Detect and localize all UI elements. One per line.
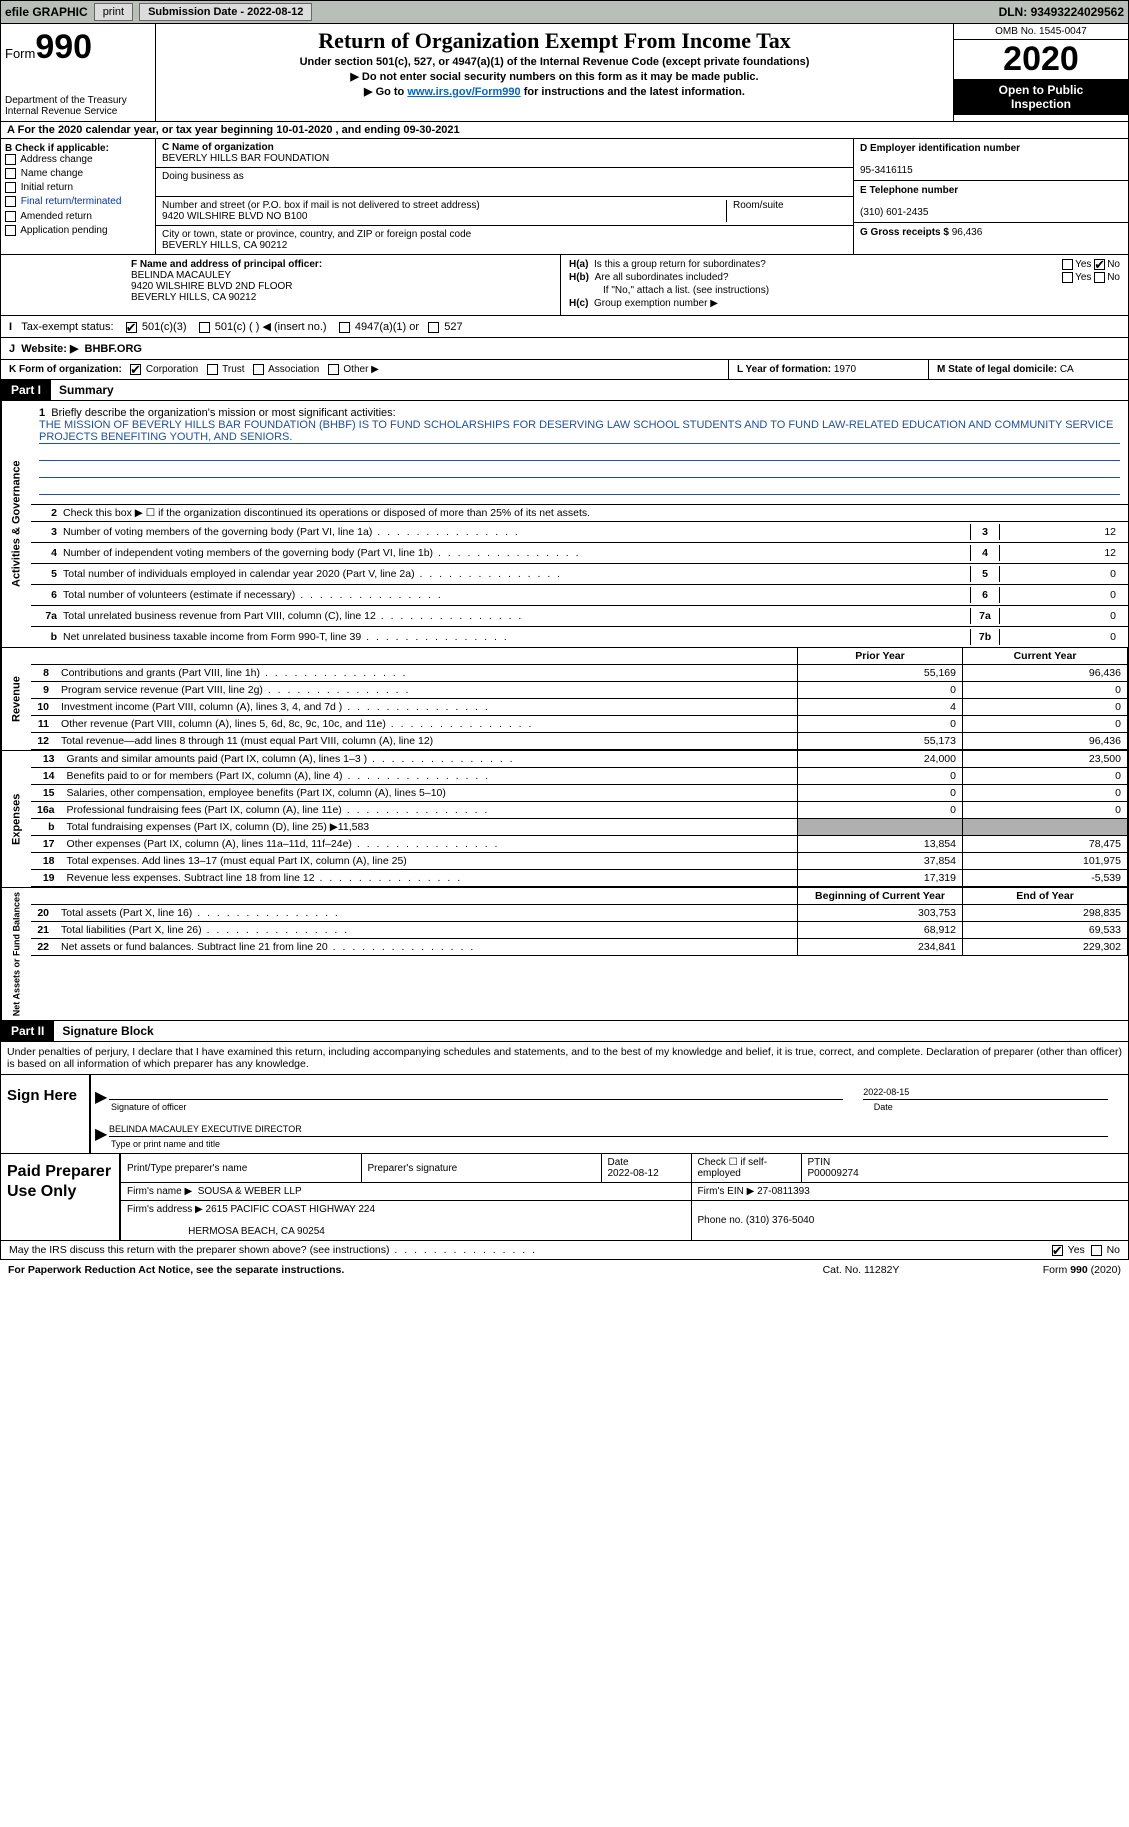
form-title: Return of Organization Exempt From Incom…	[164, 28, 945, 54]
line-a-tax-year: A For the 2020 calendar year, or tax yea…	[0, 122, 1129, 139]
efile-label: efile GRAPHIC	[5, 5, 88, 19]
expenses-table: 13Grants and similar amounts paid (Part …	[31, 751, 1128, 887]
form-number: Form990	[5, 28, 151, 67]
line-4: 4Number of independent voting members of…	[31, 543, 1128, 564]
chk-discuss-no[interactable]	[1091, 1245, 1102, 1256]
ein-row: D Employer identification number 95-3416…	[854, 139, 1128, 181]
chk-527[interactable]	[428, 322, 439, 333]
principal-officer: F Name and address of principal officer:…	[1, 255, 561, 315]
telephone-row: E Telephone number (310) 601-2435	[854, 181, 1128, 223]
name-title-field: ▶ BELINDA MACAULEY EXECUTIVE DIRECTOR	[109, 1124, 1108, 1137]
signature-date-field: 2022-08-15	[863, 1087, 1108, 1100]
mission-box: 1 Briefly describe the organization's mi…	[31, 401, 1128, 505]
chk-501c3[interactable]	[126, 322, 137, 333]
col-b-checkboxes: B Check if applicable: Address change Na…	[1, 139, 156, 254]
perjury-declaration: Under penalties of perjury, I declare th…	[0, 1042, 1129, 1075]
part-2-header: Part II Signature Block	[0, 1021, 1129, 1042]
chk-name-change[interactable]	[5, 168, 16, 179]
chk-501c[interactable]	[199, 322, 210, 333]
chk-address-change[interactable]	[5, 154, 16, 165]
vtab-net-assets: Net Assets or Fund Balances	[1, 888, 31, 1020]
part-1-header: Part I Summary	[0, 380, 1129, 401]
address-row: Number and street (or P.O. box if mail i…	[156, 197, 853, 226]
revenue-block: Revenue Prior YearCurrent Year 8Contribu…	[0, 648, 1129, 751]
line-7b: bNet unrelated business taxable income f…	[31, 627, 1128, 647]
paid-preparer-block: Paid Preparer Use Only Print/Type prepar…	[0, 1154, 1129, 1241]
vtab-expenses: Expenses	[1, 751, 31, 887]
net-assets-block: Net Assets or Fund Balances Beginning of…	[0, 888, 1129, 1021]
chk-assoc[interactable]	[253, 364, 264, 375]
chk-other[interactable]	[328, 364, 339, 375]
line-2: 2Check this box ▶ ☐ if the organization …	[31, 505, 1128, 522]
submission-date-box: Submission Date - 2022-08-12	[139, 3, 312, 21]
chk-discuss-yes[interactable]	[1052, 1245, 1063, 1256]
org-name-row: C Name of organization BEVERLY HILLS BAR…	[156, 139, 853, 168]
chk-initial-return[interactable]	[5, 182, 16, 193]
dept-label: Department of the Treasury	[5, 95, 151, 106]
officer-signature-field[interactable]: ▶	[109, 1087, 843, 1100]
arrow-icon: ▶	[95, 1124, 107, 1144]
chk-4947[interactable]	[339, 322, 350, 333]
form-subtitle-1: Under section 501(c), 527, or 4947(a)(1)…	[164, 56, 945, 68]
gross-receipts-row: G Gross receipts $ 96,436	[854, 223, 1128, 242]
line-5: 5Total number of individuals employed in…	[31, 564, 1128, 585]
print-button[interactable]: print	[94, 3, 133, 21]
vtab-revenue: Revenue	[1, 648, 31, 750]
page-footer: For Paperwork Reduction Act Notice, see …	[0, 1260, 1129, 1280]
vtab-governance: Activities & Governance	[1, 401, 31, 647]
expenses-block: Expenses 13Grants and similar amounts pa…	[0, 751, 1129, 888]
city-row: City or town, state or province, country…	[156, 226, 853, 254]
dln-box: DLN: 93493224029562	[999, 5, 1124, 19]
form-subtitle-3: ▶ Go to www.irs.gov/Form990 for instruct…	[164, 85, 945, 98]
paid-preparer-table: Print/Type preparer's name Preparer's si…	[121, 1154, 1128, 1240]
chk-amended[interactable]	[5, 211, 16, 222]
dba-row: Doing business as	[156, 168, 853, 197]
chk-application-pending[interactable]	[5, 225, 16, 236]
chk-hb-yes[interactable]	[1062, 272, 1073, 283]
row-k-l-m: K Form of organization: Corporation Trus…	[0, 360, 1129, 380]
line-6: 6Total number of volunteers (estimate if…	[31, 585, 1128, 606]
section-b-to-g: B Check if applicable: Address change Na…	[0, 139, 1129, 255]
chk-ha-yes[interactable]	[1062, 259, 1073, 270]
revenue-table: Prior YearCurrent Year 8Contributions an…	[31, 648, 1128, 750]
line-3: 3Number of voting members of the governi…	[31, 522, 1128, 543]
chk-final-return[interactable]	[5, 196, 16, 207]
activities-governance-block: Activities & Governance 1 Briefly descri…	[0, 401, 1129, 648]
form-header: Form990 Department of the Treasury Inter…	[0, 24, 1129, 122]
section-f-h: F Name and address of principal officer:…	[0, 255, 1129, 316]
chk-corp[interactable]	[130, 364, 141, 375]
chk-trust[interactable]	[207, 364, 218, 375]
mission-text: THE MISSION OF BEVERLY HILLS BAR FOUNDAT…	[39, 419, 1120, 444]
group-return-section: H(a) Is this a group return for subordin…	[561, 255, 1128, 315]
chk-hb-no[interactable]	[1094, 272, 1105, 283]
arrow-icon: ▶	[95, 1087, 107, 1107]
omb-number: OMB No. 1545-0047	[954, 24, 1128, 40]
tax-year: 2020	[954, 40, 1128, 79]
row-j-website: J Website: ▶ BHBF.ORG	[0, 338, 1129, 360]
irs-link[interactable]: www.irs.gov/Form990	[407, 86, 520, 98]
irs-discuss-line: May the IRS discuss this return with the…	[0, 1241, 1129, 1260]
net-assets-table: Beginning of Current YearEnd of Year 20T…	[31, 888, 1128, 956]
efile-topbar: efile GRAPHIC print Submission Date - 20…	[0, 0, 1129, 24]
line-7a: 7aTotal unrelated business revenue from …	[31, 606, 1128, 627]
open-to-public: Open to PublicInspection	[954, 79, 1128, 115]
irs-label: Internal Revenue Service	[5, 106, 151, 117]
sign-here-block: Sign Here ▶ 2022-08-15 Signature of offi…	[0, 1075, 1129, 1154]
chk-ha-no[interactable]	[1094, 259, 1105, 270]
form-subtitle-2: ▶ Do not enter social security numbers o…	[164, 70, 945, 83]
row-i-tax-status: I Tax-exempt status: 501(c)(3) 501(c) ( …	[0, 316, 1129, 338]
